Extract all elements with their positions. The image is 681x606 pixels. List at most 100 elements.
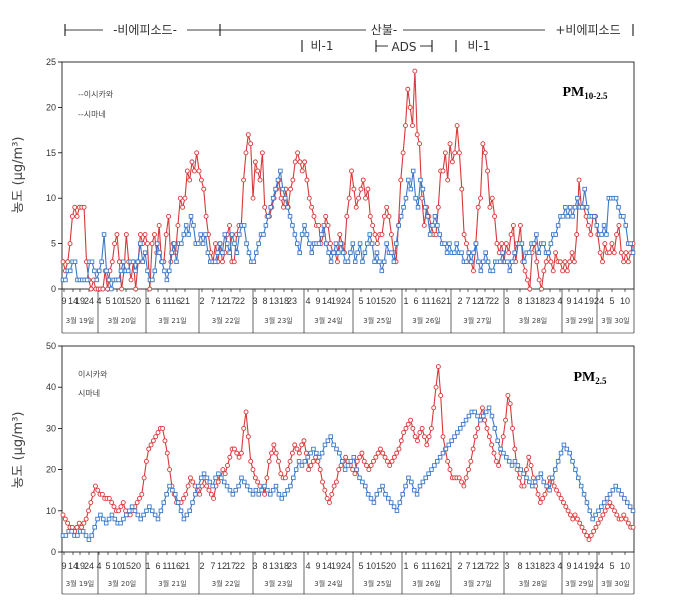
data-point <box>524 475 529 481</box>
data-point <box>337 232 343 237</box>
data-point <box>302 159 308 165</box>
x-tick-label: 21 <box>180 296 190 306</box>
data-point <box>241 177 247 183</box>
data-point <box>178 508 184 514</box>
x-tick-label: 13 <box>525 561 535 571</box>
day-label: 3월 27일 <box>463 579 491 588</box>
data-point <box>461 232 467 237</box>
data-point <box>418 177 423 183</box>
data-point <box>345 463 351 468</box>
data-point <box>490 268 496 274</box>
x-tick-label: 4 <box>305 296 310 306</box>
data-point <box>526 454 532 460</box>
data-point <box>238 450 244 456</box>
data-point <box>264 475 270 481</box>
data-point <box>314 450 319 456</box>
data-point <box>407 104 413 110</box>
data-point <box>101 232 107 237</box>
x-tick-label: 8 <box>517 561 522 571</box>
data-point <box>454 241 459 246</box>
x-tick-label: 5 <box>105 296 110 306</box>
day-label: 3월 26일 <box>412 579 440 588</box>
x-tick-label: 10 <box>112 296 122 306</box>
data-point <box>311 213 317 219</box>
x-tick-label: 16 <box>431 561 441 571</box>
x-tick-label: 10 <box>366 296 376 306</box>
data-point <box>348 459 354 464</box>
data-point <box>153 434 159 440</box>
data-point <box>63 533 69 538</box>
data-point <box>301 438 307 444</box>
data-point <box>215 479 221 485</box>
data-point <box>369 241 375 246</box>
day-label: 3월 22일 <box>212 579 240 588</box>
data-point <box>389 250 394 255</box>
data-point <box>137 495 142 501</box>
data-point <box>414 492 420 497</box>
data-point <box>586 537 592 543</box>
x-tick-label: 22 <box>489 561 499 571</box>
data-point <box>313 454 319 460</box>
data-point <box>72 259 78 265</box>
data-point <box>246 250 252 255</box>
plot-frame <box>61 345 635 553</box>
data-point <box>179 241 184 246</box>
y-tick-label: 20 <box>46 102 56 112</box>
data-point <box>213 241 218 247</box>
data-point <box>459 250 464 255</box>
data-point <box>164 277 170 283</box>
data-point <box>157 250 162 255</box>
day-label: 3월 28일 <box>519 316 547 325</box>
data-point <box>271 442 277 448</box>
data-point <box>116 508 122 514</box>
data-point <box>357 241 363 246</box>
data-point <box>177 195 183 201</box>
data-point <box>227 454 233 460</box>
data-point <box>229 232 235 237</box>
data-point <box>89 533 95 538</box>
data-point <box>471 268 476 274</box>
data-point <box>367 232 372 237</box>
data-point <box>150 438 156 444</box>
x-tick-label: 10 <box>620 296 630 306</box>
data-point <box>207 479 213 485</box>
day-label: 3월 29일 <box>565 579 593 588</box>
data-point <box>541 241 546 246</box>
data-point <box>532 479 538 485</box>
data-point <box>555 223 561 228</box>
data-point <box>430 223 435 228</box>
data-point <box>181 232 187 237</box>
data-point <box>489 413 495 419</box>
data-point <box>381 259 387 265</box>
panel-title: PM10-2.5 <box>562 85 608 101</box>
y-tick-label: 25 <box>46 57 56 67</box>
data-point <box>509 259 515 265</box>
x-tick-label: 9 <box>315 296 320 306</box>
data-point <box>398 438 404 444</box>
data-point <box>601 223 607 228</box>
data-point <box>269 450 274 456</box>
data-point <box>299 442 305 448</box>
data-point <box>222 232 228 237</box>
data-point <box>509 463 515 468</box>
data-point <box>482 417 488 423</box>
data-point <box>325 438 331 444</box>
data-point <box>567 259 573 265</box>
data-point <box>384 458 390 464</box>
x-tick-label: 7 <box>210 296 215 306</box>
data-point <box>565 214 571 219</box>
data-point <box>528 463 534 468</box>
data-point <box>382 454 388 460</box>
x-tick-label: 1 <box>403 561 408 571</box>
data-point <box>255 168 261 174</box>
data-point <box>187 508 192 514</box>
data-point <box>475 425 481 431</box>
data-point <box>585 222 591 228</box>
day-label: 3월 22일 <box>212 316 240 325</box>
data-point <box>456 475 462 481</box>
legend-entry: 시마네 <box>78 389 100 398</box>
data-point <box>190 479 196 485</box>
data-point <box>262 491 268 497</box>
data-point <box>432 214 438 219</box>
data-point <box>299 463 305 468</box>
